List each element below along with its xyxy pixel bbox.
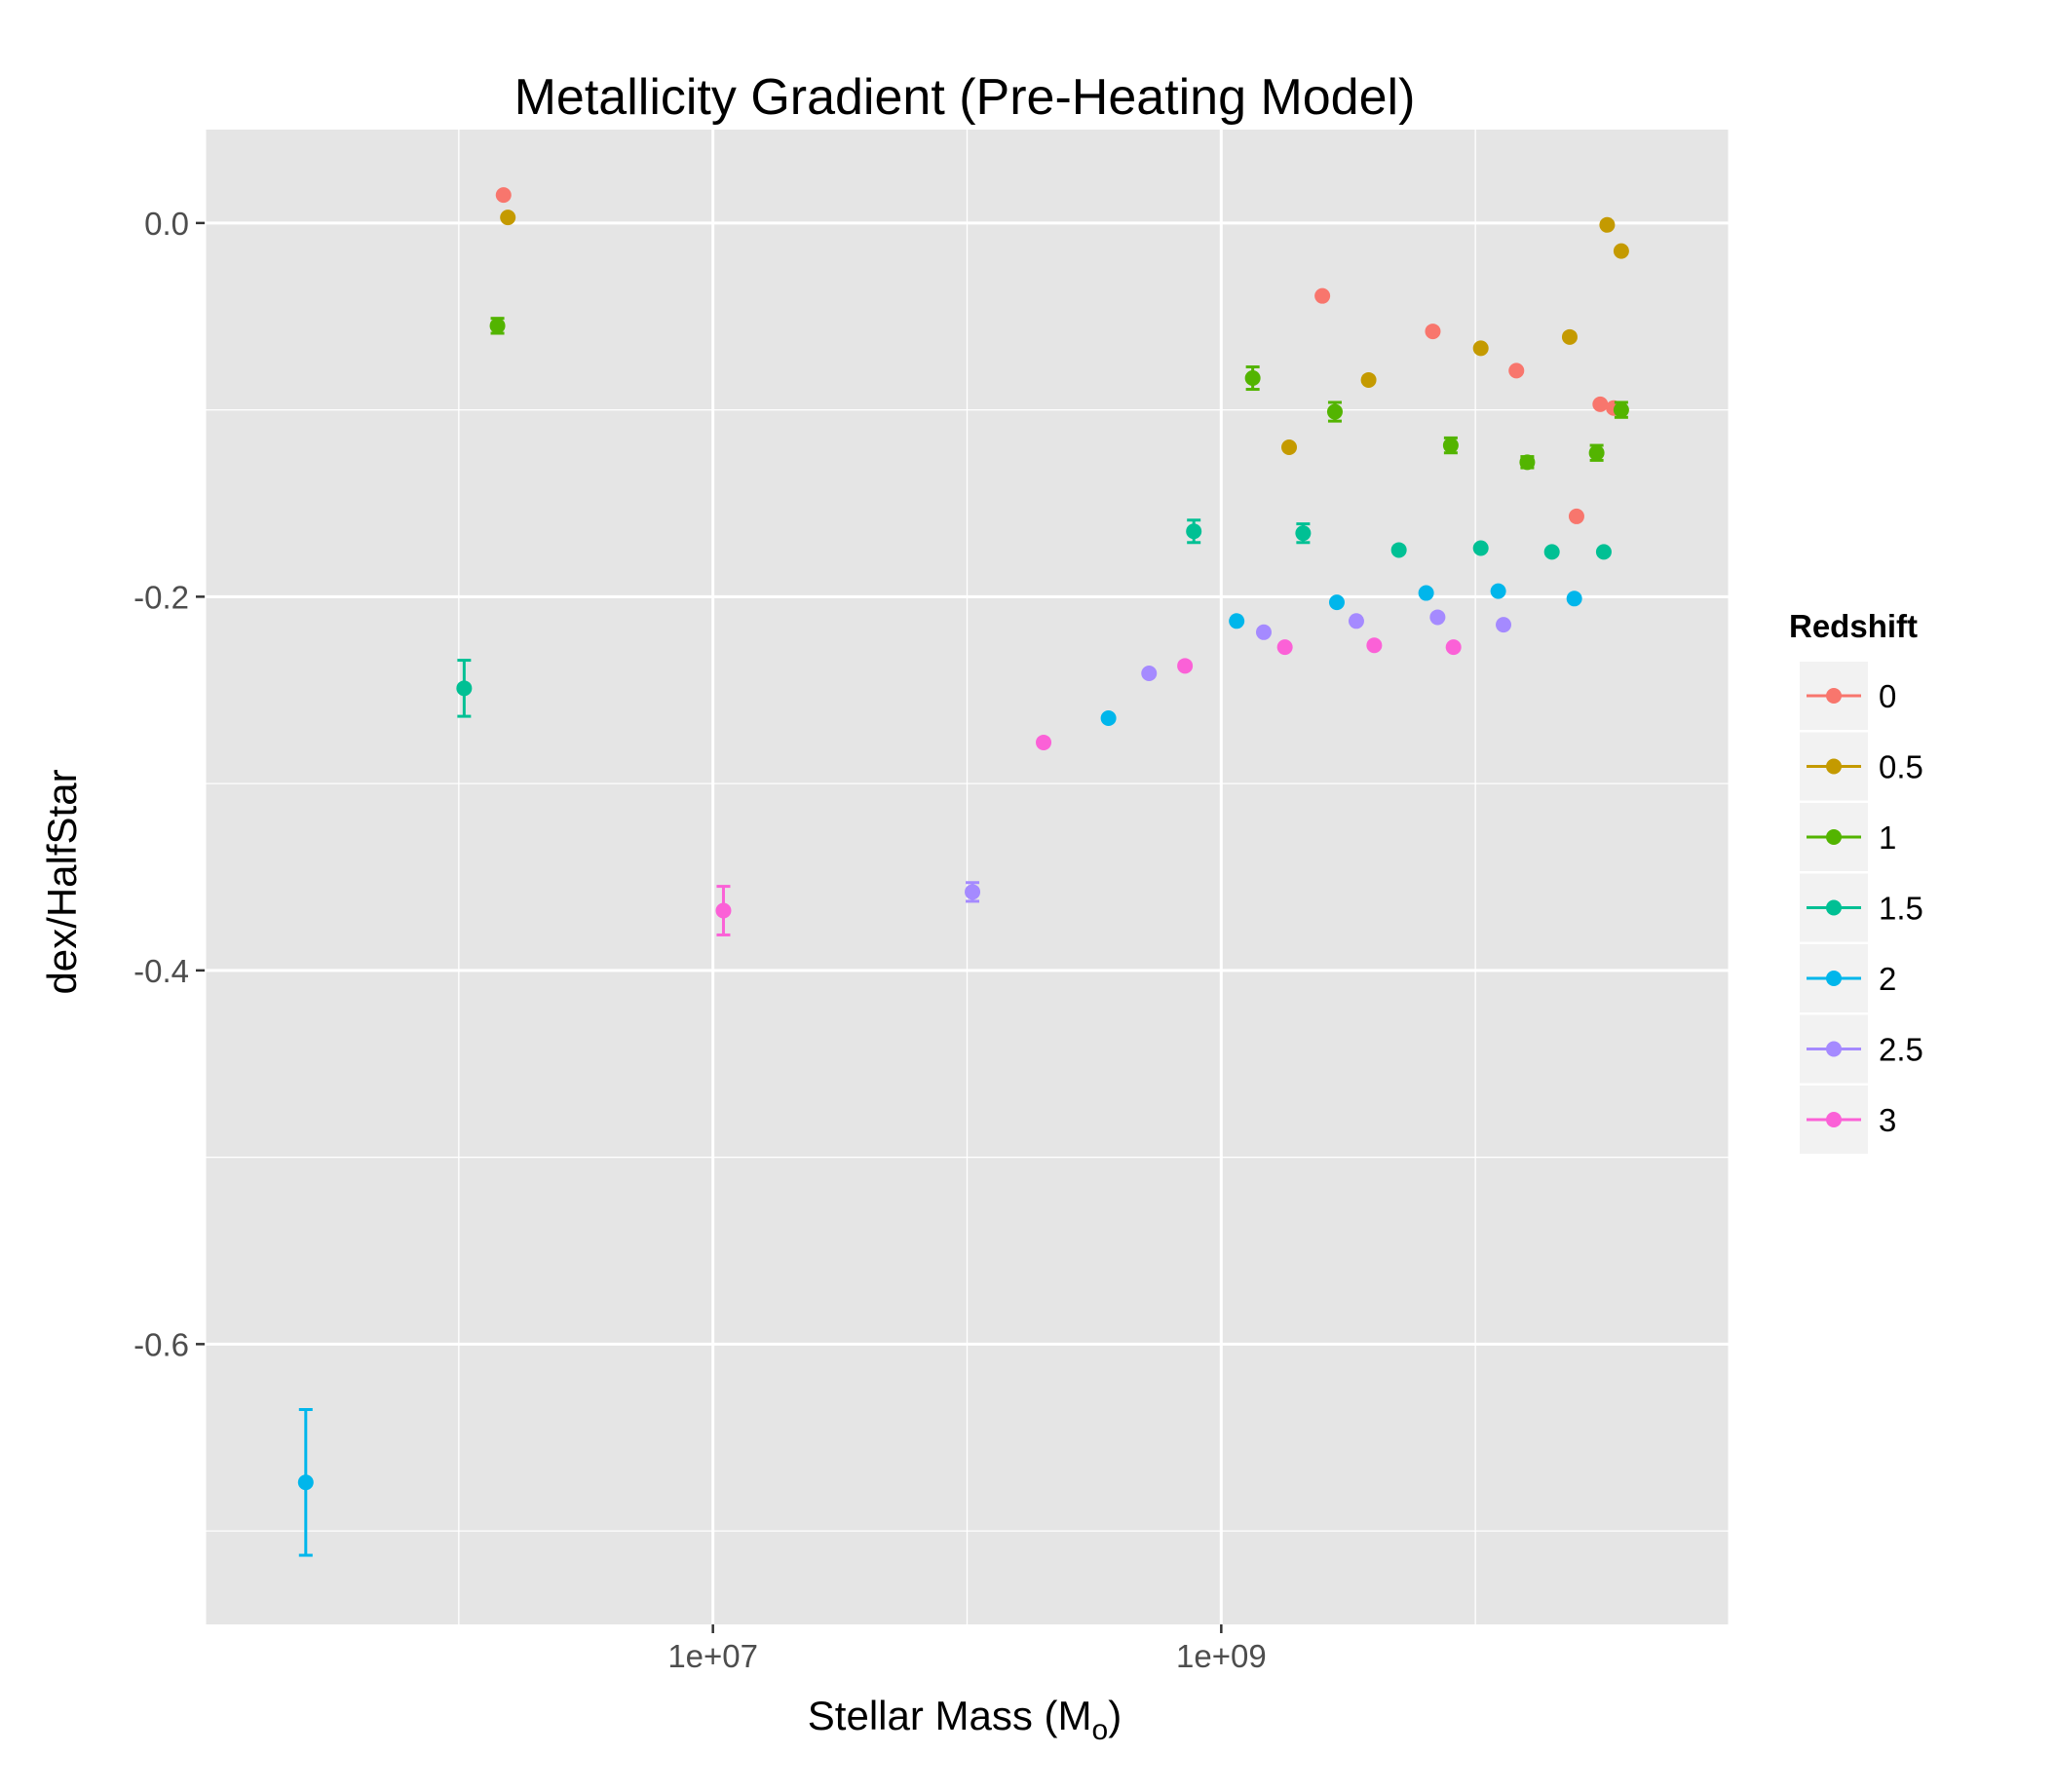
data-point [1613, 401, 1629, 418]
data-point [1295, 525, 1312, 542]
data-point [1490, 583, 1506, 599]
data-point [1418, 585, 1434, 601]
series-2 [297, 583, 1582, 1557]
y-tick-label: -0.4 [133, 953, 189, 989]
series-0.5 [500, 210, 1629, 455]
series-3 [715, 637, 1462, 936]
legend-key-point [1826, 971, 1842, 986]
series-2.5 [965, 609, 1512, 903]
plot-area [203, 130, 1732, 1624]
legend-key-point [1826, 1041, 1842, 1057]
data-point [1366, 637, 1383, 654]
data-point [1390, 542, 1407, 558]
legend-key-point [1826, 899, 1842, 916]
data-point [1036, 734, 1052, 750]
series-1 [489, 317, 1629, 471]
data-point [1100, 710, 1117, 727]
legend-label: 0 [1879, 678, 1896, 714]
legend-item-2: 2 [1800, 944, 1896, 1012]
legend-label: 0.5 [1879, 749, 1923, 785]
data-point [1599, 216, 1616, 233]
data-point [1561, 328, 1578, 345]
y-tick-label: -0.2 [133, 579, 189, 615]
data-point [1281, 438, 1298, 455]
data-point [1519, 454, 1536, 471]
data-point [1141, 665, 1158, 681]
legend-label: 3 [1879, 1102, 1896, 1138]
data-point [1360, 371, 1377, 388]
data-point [1276, 639, 1293, 656]
legend-item-0.5: 0.5 [1800, 732, 1923, 801]
legend-label: 2.5 [1879, 1032, 1923, 1068]
data-point [1229, 613, 1245, 629]
data-point [1508, 362, 1525, 379]
data-point [965, 884, 981, 900]
y-axis-title: dex/HalfStar [39, 769, 85, 994]
data-point [1244, 370, 1261, 387]
legend-key-point [1826, 1112, 1842, 1127]
legend-label: 1 [1879, 820, 1896, 856]
data-point [1429, 609, 1446, 626]
data-point [1314, 287, 1331, 304]
data-point [1543, 544, 1560, 560]
data-point [456, 680, 473, 697]
legend-label: 2 [1879, 961, 1896, 997]
x-axis-title-close: ) [1108, 1693, 1122, 1738]
legend-item-3: 3 [1800, 1086, 1896, 1154]
x-axis: 1e+07 1e+09 [667, 1624, 1267, 1674]
legend: Redshift 0 0.5 1 1.5 2 2.5 3 [1789, 608, 1923, 1154]
series-1.5 [456, 518, 1612, 718]
data-point [489, 318, 506, 334]
data-point [500, 210, 516, 226]
data-point [1613, 243, 1629, 259]
legend-key-point [1826, 829, 1842, 845]
x-tick-label: 1e+07 [667, 1638, 758, 1674]
y-tick-label: 0.0 [144, 206, 189, 242]
data-point [1568, 508, 1584, 524]
data-point [1588, 444, 1605, 461]
data-point [1326, 403, 1343, 420]
data-point [715, 902, 732, 919]
legend-title: Redshift [1789, 608, 1918, 644]
y-axis: 0.0 -0.2 -0.4 -0.6 [133, 206, 205, 1362]
data-point [1186, 523, 1202, 540]
data-point [1328, 594, 1345, 611]
data-point [1348, 613, 1364, 629]
x-axis-title-main: Stellar Mass (M [808, 1693, 1092, 1738]
chart-title: Metallicity Gradient (Pre-Heating Model) [514, 69, 1416, 126]
legend-item-1.5: 1.5 [1800, 873, 1923, 942]
data-point [1566, 591, 1582, 607]
data-point [1177, 658, 1194, 674]
data-point [1445, 639, 1462, 656]
data-point [495, 187, 512, 204]
data-point [1472, 340, 1489, 357]
data-point [1595, 544, 1612, 560]
legend-item-0: 0 [1800, 662, 1896, 730]
data-point [1255, 624, 1272, 640]
legend-item-2.5: 2.5 [1800, 1014, 1923, 1084]
x-tick-label: 1e+09 [1176, 1638, 1267, 1674]
data-point [1442, 438, 1459, 454]
legend-label: 1.5 [1879, 891, 1923, 927]
data-point [1496, 617, 1512, 633]
data-point [1592, 396, 1609, 412]
legend-key-point [1826, 688, 1842, 704]
data-point [297, 1474, 314, 1491]
data-point [1425, 324, 1441, 340]
legend-key-point [1826, 758, 1842, 775]
x-axis-title-subscript: o [1092, 1714, 1109, 1746]
x-axis-title: Stellar Mass (Mo) [808, 1693, 1122, 1746]
y-tick-label: -0.6 [133, 1326, 189, 1362]
data-point [1472, 540, 1489, 556]
legend-item-1: 1 [1800, 803, 1896, 871]
